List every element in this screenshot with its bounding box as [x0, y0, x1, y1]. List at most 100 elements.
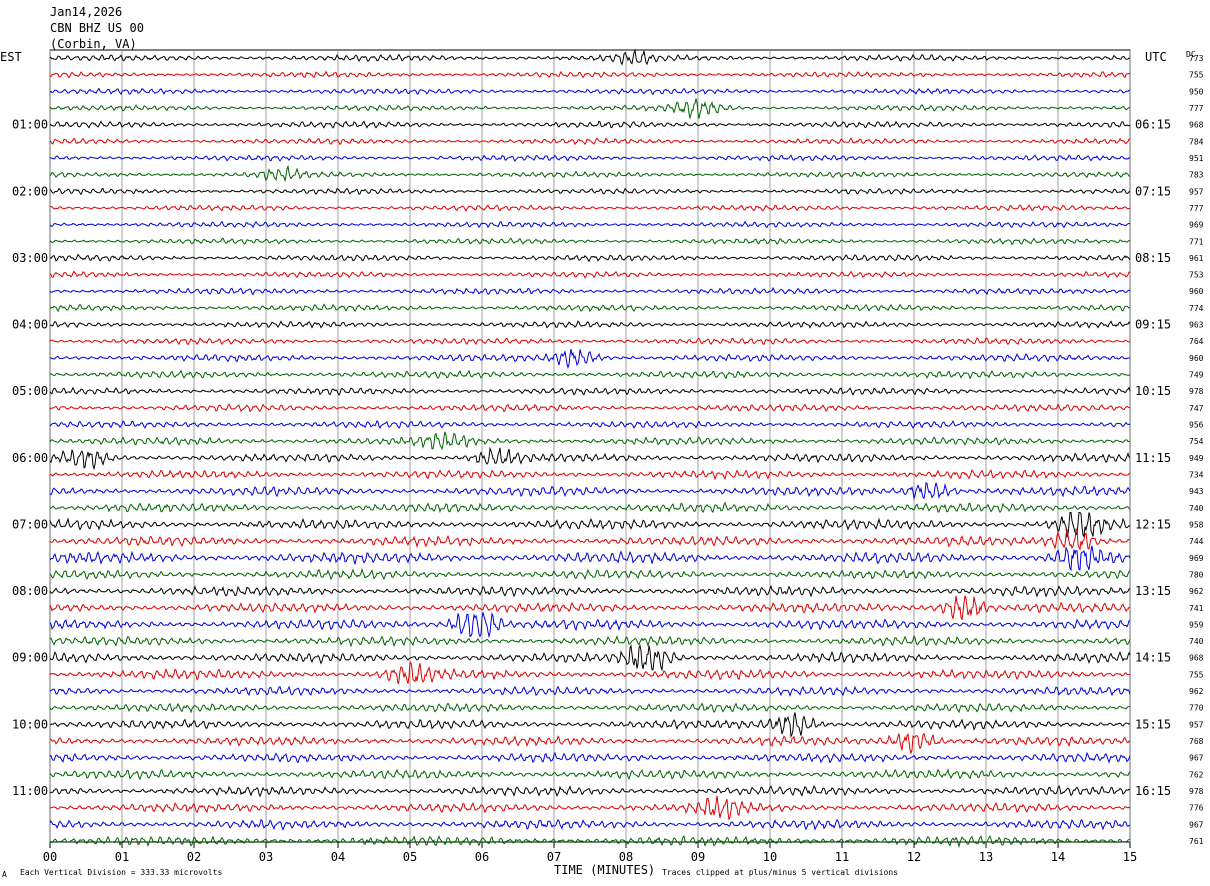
dc-value: 949 [1189, 454, 1204, 463]
trace-row [49, 818, 1131, 831]
dc-value: 968 [1189, 121, 1204, 130]
dc-value: 741 [1189, 604, 1204, 613]
trace-row [49, 403, 1131, 413]
x-tick-label: 08 [619, 850, 633, 864]
dc-value: 773 [1189, 54, 1204, 63]
est-hour-label: 05:00 [12, 384, 48, 398]
dc-value: 957 [1189, 720, 1204, 729]
trace-row [49, 634, 1131, 648]
trace-row [49, 369, 1131, 380]
dc-value: 768 [1189, 737, 1204, 746]
dc-value: 957 [1189, 187, 1204, 196]
utc-hour-label: 13:15 [1135, 584, 1171, 598]
dc-value: 967 [1189, 820, 1204, 829]
utc-hour-label: 10:15 [1135, 384, 1171, 398]
trace-row [49, 120, 1131, 129]
dc-value: 761 [1189, 837, 1204, 846]
trace-row [49, 528, 1131, 551]
trace-row [49, 48, 1130, 66]
est-hour-label: 08:00 [12, 584, 48, 598]
est-hour-label: 02:00 [12, 184, 48, 198]
trace-row [49, 501, 1131, 514]
corner-mark: A [2, 870, 7, 879]
trace-row [49, 595, 1131, 620]
utc-hour-label: 14:15 [1135, 651, 1171, 665]
dc-value: 960 [1189, 354, 1204, 363]
x-tick-label: 14 [1051, 850, 1065, 864]
chart-date: Jan14,2026 [50, 5, 123, 19]
utc-hour-label: 08:15 [1135, 251, 1171, 265]
dc-value: 943 [1189, 487, 1204, 496]
dc-value: 960 [1189, 287, 1204, 296]
est-hour-label: 09:00 [12, 651, 48, 665]
est-hour-label: 06:00 [12, 451, 48, 465]
x-tick-label: 12 [907, 850, 921, 864]
trace-row [49, 303, 1131, 313]
dc-value: 755 [1189, 670, 1204, 679]
dc-value: 951 [1189, 154, 1204, 163]
dc-value: 958 [1189, 520, 1204, 529]
trace-row [49, 320, 1131, 329]
right-axis-title: UTC [1145, 50, 1167, 64]
dc-value: 978 [1189, 787, 1204, 796]
utc-hour-label: 06:15 [1135, 118, 1171, 132]
trace-row [49, 643, 1131, 672]
dc-value: 961 [1189, 254, 1204, 263]
trace-row [49, 784, 1131, 798]
clip-note: Traces clipped at plus/minus 5 vertical … [662, 868, 899, 877]
est-hour-label: 03:00 [12, 251, 48, 265]
dc-value: 967 [1189, 754, 1204, 763]
chart-station: CBN BHZ US 00 [50, 21, 144, 35]
dc-value: 783 [1189, 171, 1204, 180]
x-tick-label: 00 [43, 850, 57, 864]
x-tick-label: 13 [979, 850, 993, 864]
dc-value: 969 [1189, 221, 1204, 230]
est-hour-label: 01:00 [12, 118, 48, 132]
dc-title: DC [1186, 50, 1196, 59]
dc-value: 749 [1189, 371, 1204, 380]
trace-row [49, 584, 1130, 598]
dc-value: 962 [1189, 687, 1204, 696]
trace-row [49, 337, 1131, 346]
trace-row [49, 187, 1131, 196]
dc-value: 762 [1189, 770, 1204, 779]
trace-row [49, 702, 1130, 714]
utc-hour-label: 07:15 [1135, 184, 1171, 198]
trace-row [49, 545, 1131, 572]
dc-value: 963 [1189, 321, 1204, 330]
est-hour-label: 07:00 [12, 517, 48, 531]
dc-value: 744 [1189, 537, 1204, 546]
dc-value: 777 [1189, 104, 1204, 113]
utc-hour-label: 09:15 [1135, 318, 1171, 332]
x-tick-label: 09 [691, 850, 705, 864]
dc-value: 777 [1189, 204, 1204, 213]
dc-value: 969 [1189, 554, 1204, 563]
dc-value: 755 [1189, 71, 1204, 80]
trace-row [49, 469, 1131, 481]
trace-row [49, 768, 1131, 781]
x-tick-label: 06 [475, 850, 489, 864]
x-tick-label: 15 [1123, 850, 1137, 864]
trace-row [49, 712, 1131, 739]
x-tick-label: 05 [403, 850, 417, 864]
trace-row [49, 204, 1131, 212]
trace-row [49, 612, 1131, 639]
x-tick-label: 02 [187, 850, 201, 864]
trace-row [49, 386, 1131, 396]
dc-value: 962 [1189, 587, 1204, 596]
trace-row [49, 446, 1131, 471]
dc-value: 978 [1189, 387, 1204, 396]
dc-value: 764 [1189, 337, 1204, 346]
trace-row [49, 512, 1131, 539]
trace-row [49, 751, 1131, 764]
dc-value: 774 [1189, 304, 1204, 313]
est-hour-label: 10:00 [12, 717, 48, 731]
dc-value: 780 [1189, 570, 1204, 579]
x-tick-label: 11 [835, 850, 849, 864]
trace-row [49, 286, 1131, 296]
trace-row [49, 732, 1131, 755]
dc-value: 770 [1189, 704, 1204, 713]
trace-row [49, 419, 1131, 430]
x-tick-label: 07 [547, 850, 561, 864]
trace-row [49, 154, 1131, 162]
